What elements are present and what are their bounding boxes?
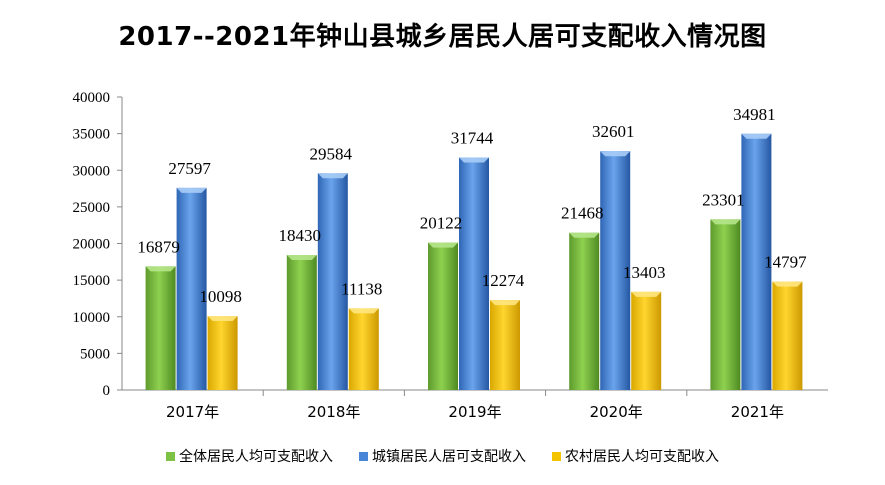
bar-face [490, 300, 520, 390]
y-tick-label: 20000 [73, 237, 111, 253]
bar-bevel [286, 255, 317, 261]
data-label: 16879 [137, 237, 180, 256]
bar-bevel [207, 316, 238, 322]
data-label: 10098 [199, 287, 242, 306]
data-label: 20122 [420, 214, 463, 233]
data-label: 11138 [341, 279, 382, 298]
legend-label: 城镇居民人居可支配收入 [372, 449, 526, 465]
bar-bevel [490, 300, 520, 306]
x-category-label: 2019年 [448, 403, 501, 421]
legend-item: 农村居民人均可支配收入 [552, 446, 719, 466]
bar [317, 173, 348, 390]
bar-face [176, 187, 207, 390]
bar-bevel [569, 232, 600, 238]
y-tick-label: 30000 [73, 163, 111, 179]
legend-item: 城镇居民人居可支配收入 [359, 446, 526, 466]
bar [490, 300, 520, 390]
y-tick-label: 5000 [80, 346, 110, 362]
bar-bevel [176, 187, 207, 193]
bar-bevel [428, 242, 458, 248]
bar-face [348, 308, 379, 390]
bar [710, 219, 741, 390]
y-tick-label: 15000 [73, 273, 111, 289]
y-tick-label: 35000 [73, 127, 111, 143]
bar-face [286, 255, 317, 390]
legend-swatch [552, 451, 561, 461]
bar-face [741, 133, 772, 391]
data-label: 13403 [623, 263, 666, 282]
bar [176, 187, 207, 390]
bar [600, 151, 631, 390]
bar-face [459, 157, 489, 390]
bar-face [631, 291, 662, 390]
data-label: 14797 [764, 253, 807, 272]
data-label: 34981 [733, 105, 776, 124]
data-label: 18430 [279, 226, 322, 245]
bar-bevel [145, 266, 176, 272]
bar-bevel [710, 219, 741, 225]
data-label: 12274 [482, 271, 525, 290]
bar [741, 133, 772, 391]
legend-item: 全体居民人均可支配收入 [166, 446, 333, 466]
data-label: 31744 [451, 128, 494, 147]
x-category-label: 2017年 [166, 403, 219, 421]
x-category-label: 2021年 [731, 403, 784, 421]
chart-title: 2017--2021年钟山县城乡居民人居可支配收入情况图 [118, 22, 767, 52]
bar [631, 291, 662, 390]
data-label: 23301 [702, 190, 745, 209]
legend-swatch [166, 451, 175, 461]
bar-chart: 0 5000 10000 15000 20000 25000 30000 35000 40000… [73, 90, 828, 421]
bar-bevel [741, 133, 772, 139]
data-label: 29584 [310, 144, 353, 163]
bar-face [428, 242, 458, 390]
bar-face [569, 232, 600, 390]
y-tick-label: 0 [103, 383, 111, 399]
legend: 全体居民人均可支配收入 城镇居民人居可支配收入 农村居民人均可支配收入 [0, 446, 885, 466]
bar [772, 281, 803, 390]
bar-face [145, 266, 176, 390]
bar-face [772, 281, 803, 390]
bar-bevel [459, 157, 489, 163]
bar-bevel [600, 151, 631, 157]
axes: 0 5000 10000 15000 20000 25000 30000 35000 40000… [73, 90, 828, 421]
data-label: 32601 [592, 122, 635, 141]
bar-bevel [317, 173, 348, 179]
bar [569, 232, 600, 390]
bar [348, 308, 379, 390]
bar-face [317, 173, 348, 390]
bar-bevel [348, 308, 379, 314]
bar-face [710, 219, 741, 390]
legend-swatch [359, 451, 368, 461]
x-category-label: 2018年 [307, 403, 360, 421]
bar [428, 242, 458, 390]
data-label: 27597 [168, 159, 211, 178]
bar [459, 157, 489, 390]
bar [145, 266, 176, 390]
bar-face [600, 151, 631, 390]
bars [145, 133, 803, 391]
bar [286, 255, 317, 390]
x-category-label: 2020年 [590, 403, 643, 421]
data-label: 21468 [561, 204, 604, 223]
bar-bevel [772, 281, 803, 287]
y-tick-label: 10000 [73, 310, 111, 326]
y-tick-label: 40000 [73, 90, 111, 106]
bar-bevel [631, 291, 662, 297]
data-labels: 16879 27597 10098 18430 29584 11138 20122 31744… [137, 105, 807, 306]
legend-label: 全体居民人均可支配收入 [179, 449, 333, 465]
y-tick-label: 25000 [73, 200, 111, 216]
bar-face [207, 316, 238, 390]
legend-label: 农村居民人均可支配收入 [565, 449, 719, 465]
bar [207, 316, 238, 390]
